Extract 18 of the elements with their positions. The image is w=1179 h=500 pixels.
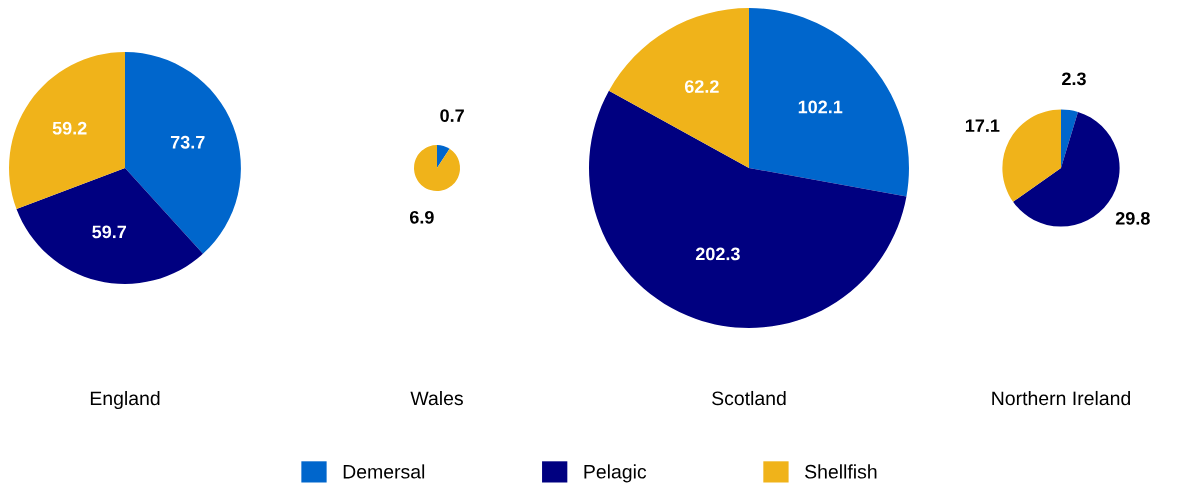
legend-label: Pelagic <box>584 464 647 483</box>
data-label: 29.8 <box>1115 211 1150 225</box>
data-label: 59.2 <box>52 121 87 135</box>
legend-label: Shellfish <box>805 464 877 479</box>
data-label: 6.9 <box>409 210 434 224</box>
data-label: 62.2 <box>684 80 719 93</box>
data-label: 102.1 <box>798 100 843 114</box>
data-label: 59.7 <box>92 225 127 239</box>
text: England <box>90 390 160 410</box>
text: Northern Ireland <box>992 390 1131 406</box>
legend-label: Demersal <box>343 464 425 479</box>
data-label: 17.1 <box>965 119 1000 132</box>
data-label: 0.7 <box>440 109 464 123</box>
data-label: 73.7 <box>170 135 205 149</box>
data-label: 2.3 <box>1062 72 1086 86</box>
data-label: 202.3 <box>695 247 740 261</box>
text: Scotland <box>712 390 786 406</box>
text: Wales <box>410 390 463 406</box>
